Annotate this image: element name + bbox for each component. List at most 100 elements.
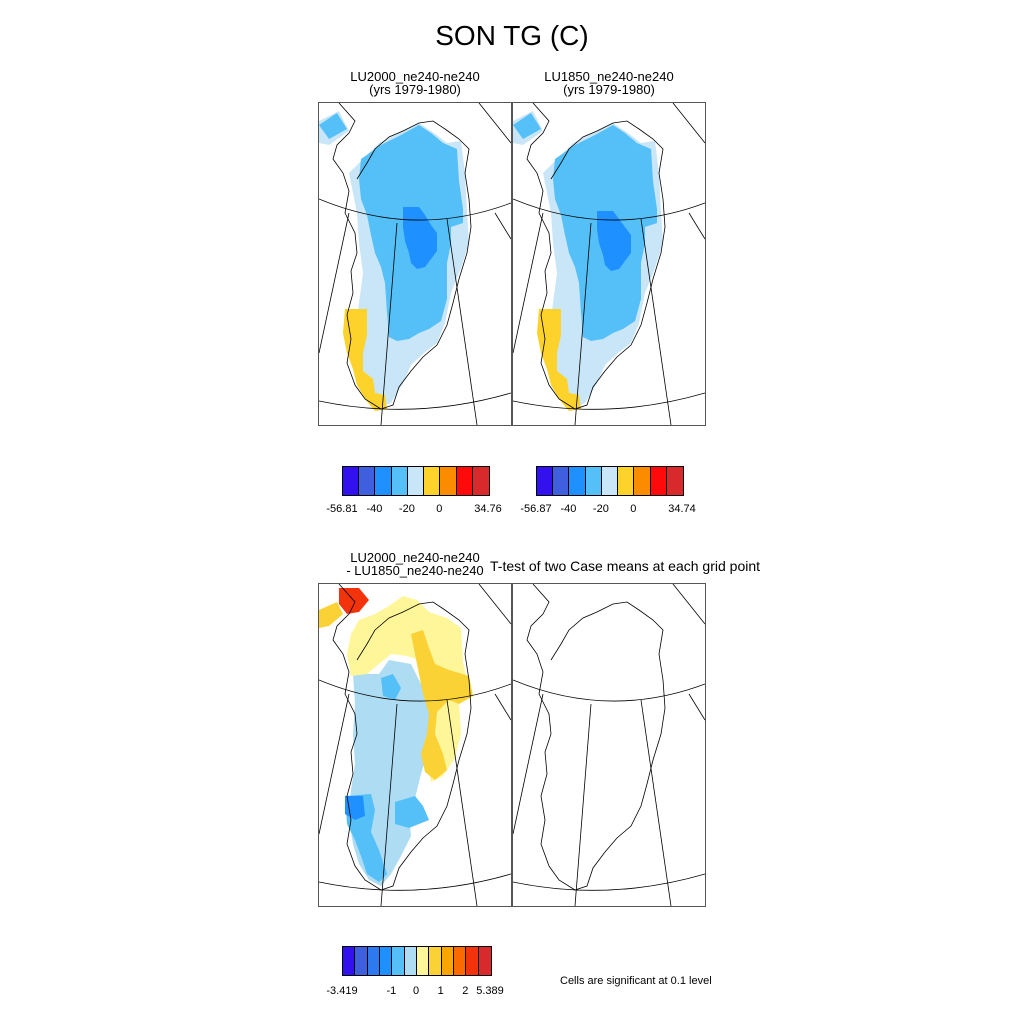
colorbar-tick-label: 0 <box>412 985 420 997</box>
colorbar-swatch <box>355 947 368 975</box>
colorbar-swatch <box>553 467 570 495</box>
longitude-line <box>494 693 511 721</box>
region-pale-yellow <box>347 596 467 680</box>
longitude-line <box>319 693 350 835</box>
region-blue <box>381 674 401 700</box>
latitude-line <box>513 873 705 891</box>
panel-title-ttest: T-test of two Case means at each grid po… <box>490 558 761 574</box>
colorbar-swatch <box>456 467 473 495</box>
colorbar-swatch <box>466 947 479 975</box>
colorbar-swatch <box>440 467 457 495</box>
colorbar-swatch <box>634 467 651 495</box>
colorbar-swatch <box>391 467 408 495</box>
colorbar-tick-label: -3.419 <box>326 985 358 997</box>
colorbar-tick-label: -56.87 <box>520 503 552 515</box>
longitude-line <box>446 699 478 906</box>
longitude-line <box>478 103 511 144</box>
latitude-line <box>319 873 511 891</box>
region-gold <box>411 630 473 780</box>
panel-title-lu1850: LU1850_ne240-ne240 (yrs 1979-1980) <box>512 70 706 96</box>
map-difference <box>319 584 511 906</box>
temperature-cells <box>319 111 469 411</box>
significance-note: Cells are significant at 0.1 level <box>560 975 712 987</box>
cell-blue <box>319 113 347 139</box>
difference-cells <box>319 588 473 886</box>
panel-title-lu2000: LU2000_ne240-ne240 (yrs 1979-1980) <box>318 70 512 96</box>
map-ttest <box>513 584 705 906</box>
colorbar-tick-label: 0 <box>630 503 637 515</box>
colorbar-tick-label: 5.389 <box>476 985 504 997</box>
colorbar-tick-label: -40 <box>366 503 383 515</box>
colorbar-swatch <box>404 947 417 975</box>
colorbar-swatch <box>343 947 356 975</box>
longitude-line <box>640 699 672 906</box>
colorbar-swatch <box>343 467 360 495</box>
colorbar-swatch <box>407 467 425 495</box>
greenland-coastline <box>332 584 472 891</box>
colorbar-swatch <box>359 467 376 495</box>
latitude-line <box>319 392 511 410</box>
colorbar-labels-lu2000: -56.81 -40 -20 0 34.76 <box>326 503 501 517</box>
coastline-and-grid <box>513 584 705 906</box>
colorbar-labels-difference: -3.419 -1 0 1 2 5.389 <box>326 985 503 999</box>
colorbar-tick-label: 34.76 <box>474 503 502 515</box>
longitude-line <box>574 222 592 425</box>
cell-gold <box>319 602 343 628</box>
longitude-line <box>446 218 478 425</box>
colorbar-lu1850 <box>536 466 684 496</box>
greenland-coastline <box>526 103 666 410</box>
map-panel-lu2000 <box>318 102 512 426</box>
colorbar-swatch <box>379 947 393 975</box>
panel-title-line2: - LU1850_ne240-ne240 <box>346 563 484 578</box>
map-panel-difference <box>318 583 512 907</box>
colorbar-swatch <box>429 947 442 975</box>
region-blue <box>395 796 429 828</box>
longitude-line <box>513 693 544 835</box>
longitude-line <box>688 693 705 721</box>
colorbar-tick-label: 0 <box>436 503 443 515</box>
colorbar-swatch <box>601 467 619 495</box>
longitude-line <box>513 212 544 354</box>
longitude-line <box>319 212 350 354</box>
longitude-line <box>672 584 705 625</box>
temperature-cells <box>513 111 663 411</box>
colorbar-swatch <box>367 947 380 975</box>
colorbar-swatch <box>585 467 602 495</box>
colorbar-difference <box>342 946 492 976</box>
longitude-line <box>380 703 398 906</box>
colorbar-tick-label: 1 <box>437 985 444 997</box>
colorbar-swatch <box>537 467 554 495</box>
colorbar-swatch <box>569 467 586 495</box>
colorbar-swatch <box>441 947 454 975</box>
greenland-coastline <box>526 584 666 891</box>
colorbar-swatch <box>478 947 491 975</box>
colorbar-tick-label: -20 <box>398 503 415 515</box>
colorbar-swatch <box>472 467 489 495</box>
colorbar-tick-label: -40 <box>560 503 577 515</box>
coastline-and-grid <box>513 103 705 425</box>
colorbar-tick-label: 2 <box>462 985 469 997</box>
colorbar-swatch <box>666 467 683 495</box>
longitude-line <box>688 212 705 240</box>
colorbar-swatch <box>424 467 441 495</box>
colorbar-tick-label: 34.74 <box>668 503 696 515</box>
coastline-and-grid <box>319 584 511 906</box>
latitude-line <box>513 392 705 410</box>
colorbar-tick-label: -1 <box>386 985 397 997</box>
panel-title-line2: (yrs 1979-1980) <box>369 82 461 97</box>
region-warm <box>537 309 581 411</box>
latitude-line <box>513 198 705 221</box>
greenland-coastline <box>332 103 472 410</box>
longitude-line <box>640 218 672 425</box>
longitude-line <box>380 222 398 425</box>
region-warm <box>343 309 387 411</box>
map-lu2000 <box>319 103 511 425</box>
colorbar-tick-label: -20 <box>592 503 609 515</box>
colorbar-labels-lu1850: -56.87 -40 -20 0 34.74 <box>520 503 695 517</box>
longitude-line <box>478 584 511 625</box>
colorbar-swatch <box>392 947 405 975</box>
colorbar-swatch <box>453 947 467 975</box>
latitude-line <box>319 679 511 702</box>
cell-blue <box>513 113 541 139</box>
longitude-line <box>672 103 705 144</box>
